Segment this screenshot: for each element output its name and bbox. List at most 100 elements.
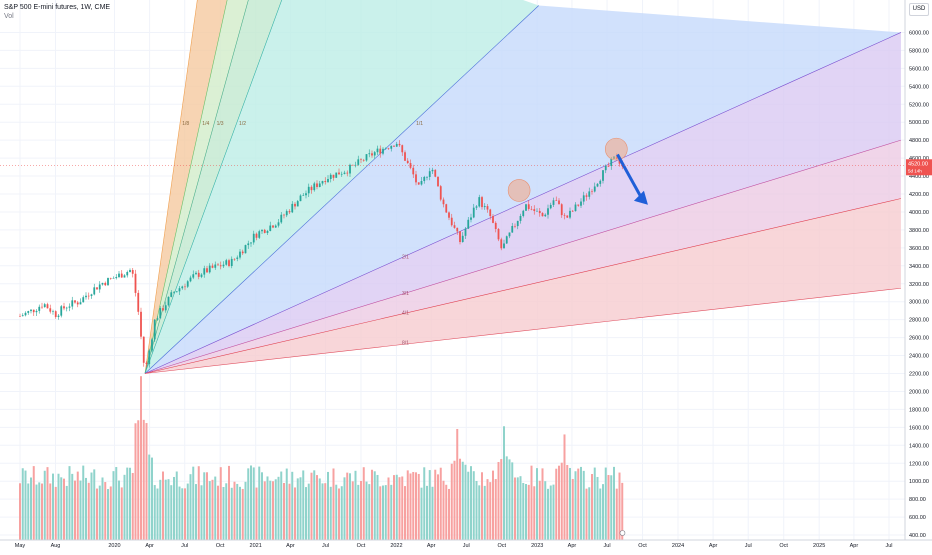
candle-body (112, 278, 115, 279)
volume-bar (321, 483, 324, 540)
time-axis-label: Aug (51, 543, 61, 549)
candle-body (236, 257, 239, 259)
candle-body (406, 160, 409, 164)
volume-bar (299, 477, 302, 540)
volume-bar (27, 483, 30, 540)
candle-body (475, 206, 478, 208)
volume-bar (472, 471, 475, 540)
volume-bar (450, 463, 453, 540)
volume-bar (580, 466, 582, 540)
price-axis-label: 600.00 (909, 515, 926, 521)
candle-body (522, 210, 525, 216)
volume-bar (456, 428, 459, 540)
volume-bar (112, 471, 115, 540)
candle-body (580, 201, 582, 206)
volume-bar (131, 473, 134, 540)
time-axis-label: Oct (779, 543, 788, 549)
volume-bar (266, 476, 269, 540)
candle-body (343, 172, 346, 174)
candle-body (82, 297, 85, 303)
candle-body (307, 186, 310, 194)
volume-bar (530, 465, 533, 540)
candle-body (302, 195, 305, 196)
volume-bar (76, 471, 79, 540)
price-axis-label: 4400.00 (909, 174, 929, 180)
volume-bar (250, 465, 252, 540)
volume-bar (35, 484, 38, 540)
volume-bar (233, 481, 236, 540)
candle-body (274, 225, 277, 228)
candle-body (285, 211, 288, 216)
volume-bar (244, 481, 247, 540)
volume-bar (19, 483, 21, 540)
candle-body (382, 148, 384, 154)
volume-bar (294, 487, 296, 540)
volume-bar (602, 484, 604, 540)
gann-fan-label: 1/1 (416, 121, 423, 127)
volume-bar (527, 484, 530, 540)
candle-body (291, 203, 294, 213)
candle-body (401, 145, 404, 153)
volume-bar (349, 473, 351, 540)
candle-body (294, 203, 296, 207)
candle-body (335, 172, 338, 178)
gann-fan-label: 1/4 (202, 121, 209, 127)
candle-body (272, 225, 274, 228)
volume-bar (98, 485, 101, 540)
candle-body (373, 152, 376, 156)
volume-bar (217, 485, 219, 540)
candle-body (376, 148, 379, 153)
volume-bar (536, 468, 538, 540)
price-axis-label: 3000.00 (909, 300, 929, 306)
volume-bar (459, 458, 461, 540)
price-axis-label: 800.00 (909, 497, 926, 503)
candle-body (387, 148, 390, 149)
volume-bar (310, 472, 313, 540)
volume-bar (123, 474, 126, 540)
volume-bar (32, 466, 35, 540)
candle-body (164, 305, 167, 311)
candle-body (186, 281, 189, 287)
currency-button[interactable]: USD (909, 3, 929, 16)
candle-body (74, 300, 76, 303)
volume-bar (593, 467, 596, 540)
price-axis-label: 3600.00 (909, 246, 929, 252)
volume-bar (558, 465, 560, 540)
candle-body (618, 158, 621, 164)
candle-body (261, 229, 263, 232)
candle-body (525, 204, 527, 211)
candle-body (445, 204, 448, 213)
candle-body (541, 213, 544, 217)
candle-body (450, 217, 453, 226)
price-axis-label: 5000.00 (909, 120, 929, 126)
candle-body (448, 212, 450, 218)
volume-bar (508, 459, 511, 540)
candle-body (607, 165, 610, 167)
volume-bar (277, 476, 280, 540)
volume-bar (464, 464, 467, 540)
price-axis-label: 400.00 (909, 533, 926, 539)
volume-bar (318, 478, 321, 540)
volume-bar (63, 478, 65, 540)
volume-bar (162, 471, 164, 540)
volume-bar (489, 482, 492, 540)
volume-bar (211, 479, 214, 540)
candle-body (439, 186, 442, 200)
candle-body (346, 172, 349, 174)
volume-bar (426, 485, 428, 540)
volume-bar (236, 483, 239, 540)
gann-fan-label: 3/1 (402, 291, 409, 297)
candle-body (46, 304, 49, 309)
volume-bar (393, 475, 395, 540)
candle-body (101, 282, 104, 285)
gann-fan-label: 4/1 (402, 310, 409, 316)
candle-body (189, 277, 192, 282)
gann-fan-line (144, 0, 283, 374)
volume-bar (49, 483, 52, 540)
candle-body (148, 350, 151, 365)
candle-body (283, 214, 285, 216)
volume-bar (225, 483, 228, 540)
candle-body (184, 286, 186, 288)
